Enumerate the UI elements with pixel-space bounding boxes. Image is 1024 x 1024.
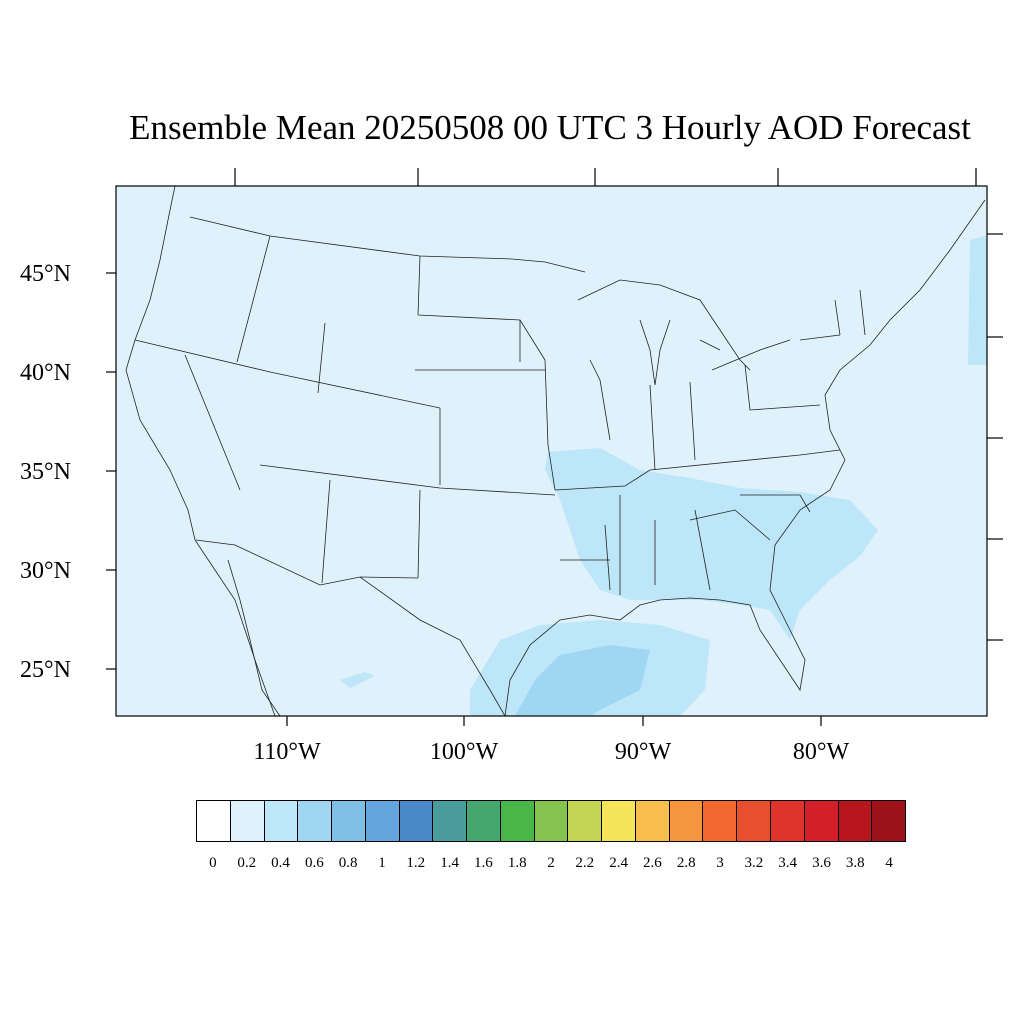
colorbar-swatch <box>433 801 468 841</box>
colorbar-label: 3 <box>716 855 724 871</box>
aod-patch-southeast <box>545 448 878 640</box>
colorbar-swatch <box>264 801 299 841</box>
lon-label-90w: 90°W <box>614 739 672 765</box>
colorbar-label: 2 <box>547 855 555 871</box>
colorbar-label: 2.8 <box>676 855 696 871</box>
colorbar-swatch <box>872 801 906 841</box>
colorbar-label: 0 <box>209 855 217 871</box>
colorbar-label: 1.2 <box>406 855 426 871</box>
colorbar-swatch <box>230 801 265 841</box>
lat-label-25n: 25°N <box>20 657 71 683</box>
colorbar-swatch <box>534 801 569 841</box>
colorbar-swatch <box>197 801 231 841</box>
colorbar-swatch <box>365 801 400 841</box>
colorbar-label: 2.4 <box>609 855 628 871</box>
colorbar-labels: 0 0.2 0.4 0.6 0.8 1 1.2 1.4 1.6 1.8 2 2.2 2.4 2.6 2.8 3… <box>0 855 1024 875</box>
plot-frame <box>115 185 988 717</box>
colorbar-label: 1.4 <box>440 855 459 871</box>
colorbar-swatch <box>635 801 670 841</box>
coastline-gulf <box>504 614 621 716</box>
state-borders-2 <box>259 464 811 595</box>
colorbar-swatch <box>298 801 333 841</box>
colorbar-label: 2.6 <box>643 855 662 871</box>
colorbar-swatch <box>568 801 603 841</box>
colorbar-label: 0.6 <box>304 855 324 871</box>
lon-label-110w: 110°W <box>253 739 321 765</box>
colorbar-label: 0.2 <box>237 855 257 871</box>
colorbar-swatch <box>703 801 738 841</box>
baja-peninsula <box>227 559 281 716</box>
colorbar-label: 0.4 <box>271 855 290 871</box>
map-title: Ensemble Mean 20250508 00 UTC 3 Hourly A… <box>129 108 971 147</box>
colorbar-swatch <box>737 801 772 841</box>
colorbar-swatch <box>804 801 839 841</box>
colorbar <box>196 800 906 842</box>
colorbar-swatch <box>500 801 535 841</box>
lon-label-80w: 80°W <box>792 739 850 765</box>
colorbar-swatch <box>838 801 873 841</box>
us-canada-border <box>189 216 586 273</box>
colorbar-label: 1 <box>378 855 386 871</box>
colorbar-label: 3.4 <box>778 855 798 871</box>
colorbar-label: 4 <box>885 855 893 871</box>
coastline-west <box>125 186 276 716</box>
lat-label-30n: 30°N <box>20 558 71 584</box>
colorbar-label: 1.6 <box>474 855 493 871</box>
lat-label-40n: 40°N <box>20 360 71 386</box>
mexico-border <box>195 539 506 716</box>
colorbar-label: 1.8 <box>507 855 527 871</box>
aod-patch-gulf-west <box>340 672 375 688</box>
colorbar-label: 0.8 <box>338 855 358 871</box>
colorbar-swatch <box>771 801 805 841</box>
colorbar-label: 3.2 <box>744 855 764 871</box>
colorbar-swatch <box>399 801 434 841</box>
colorbar-label: 2.2 <box>575 855 595 871</box>
lat-label-35n: 35°N <box>20 459 71 485</box>
colorbar-swatch <box>467 801 501 841</box>
state-borders-3 <box>519 289 866 471</box>
coastline-east <box>619 199 986 692</box>
lat-label-45n: 45°N <box>20 261 71 287</box>
lon-label-100w: 100°W <box>429 739 499 765</box>
colorbar-swatch <box>332 801 366 841</box>
colorbar-label: 3.8 <box>845 855 865 871</box>
aod-patch-gulf-core <box>515 645 650 716</box>
colorbar-swatch <box>669 801 704 841</box>
aod-patch-atlantic <box>968 235 987 365</box>
colorbar-label: 3.6 <box>812 855 831 871</box>
great-lakes <box>577 279 791 386</box>
colorbar-swatch <box>602 801 636 841</box>
